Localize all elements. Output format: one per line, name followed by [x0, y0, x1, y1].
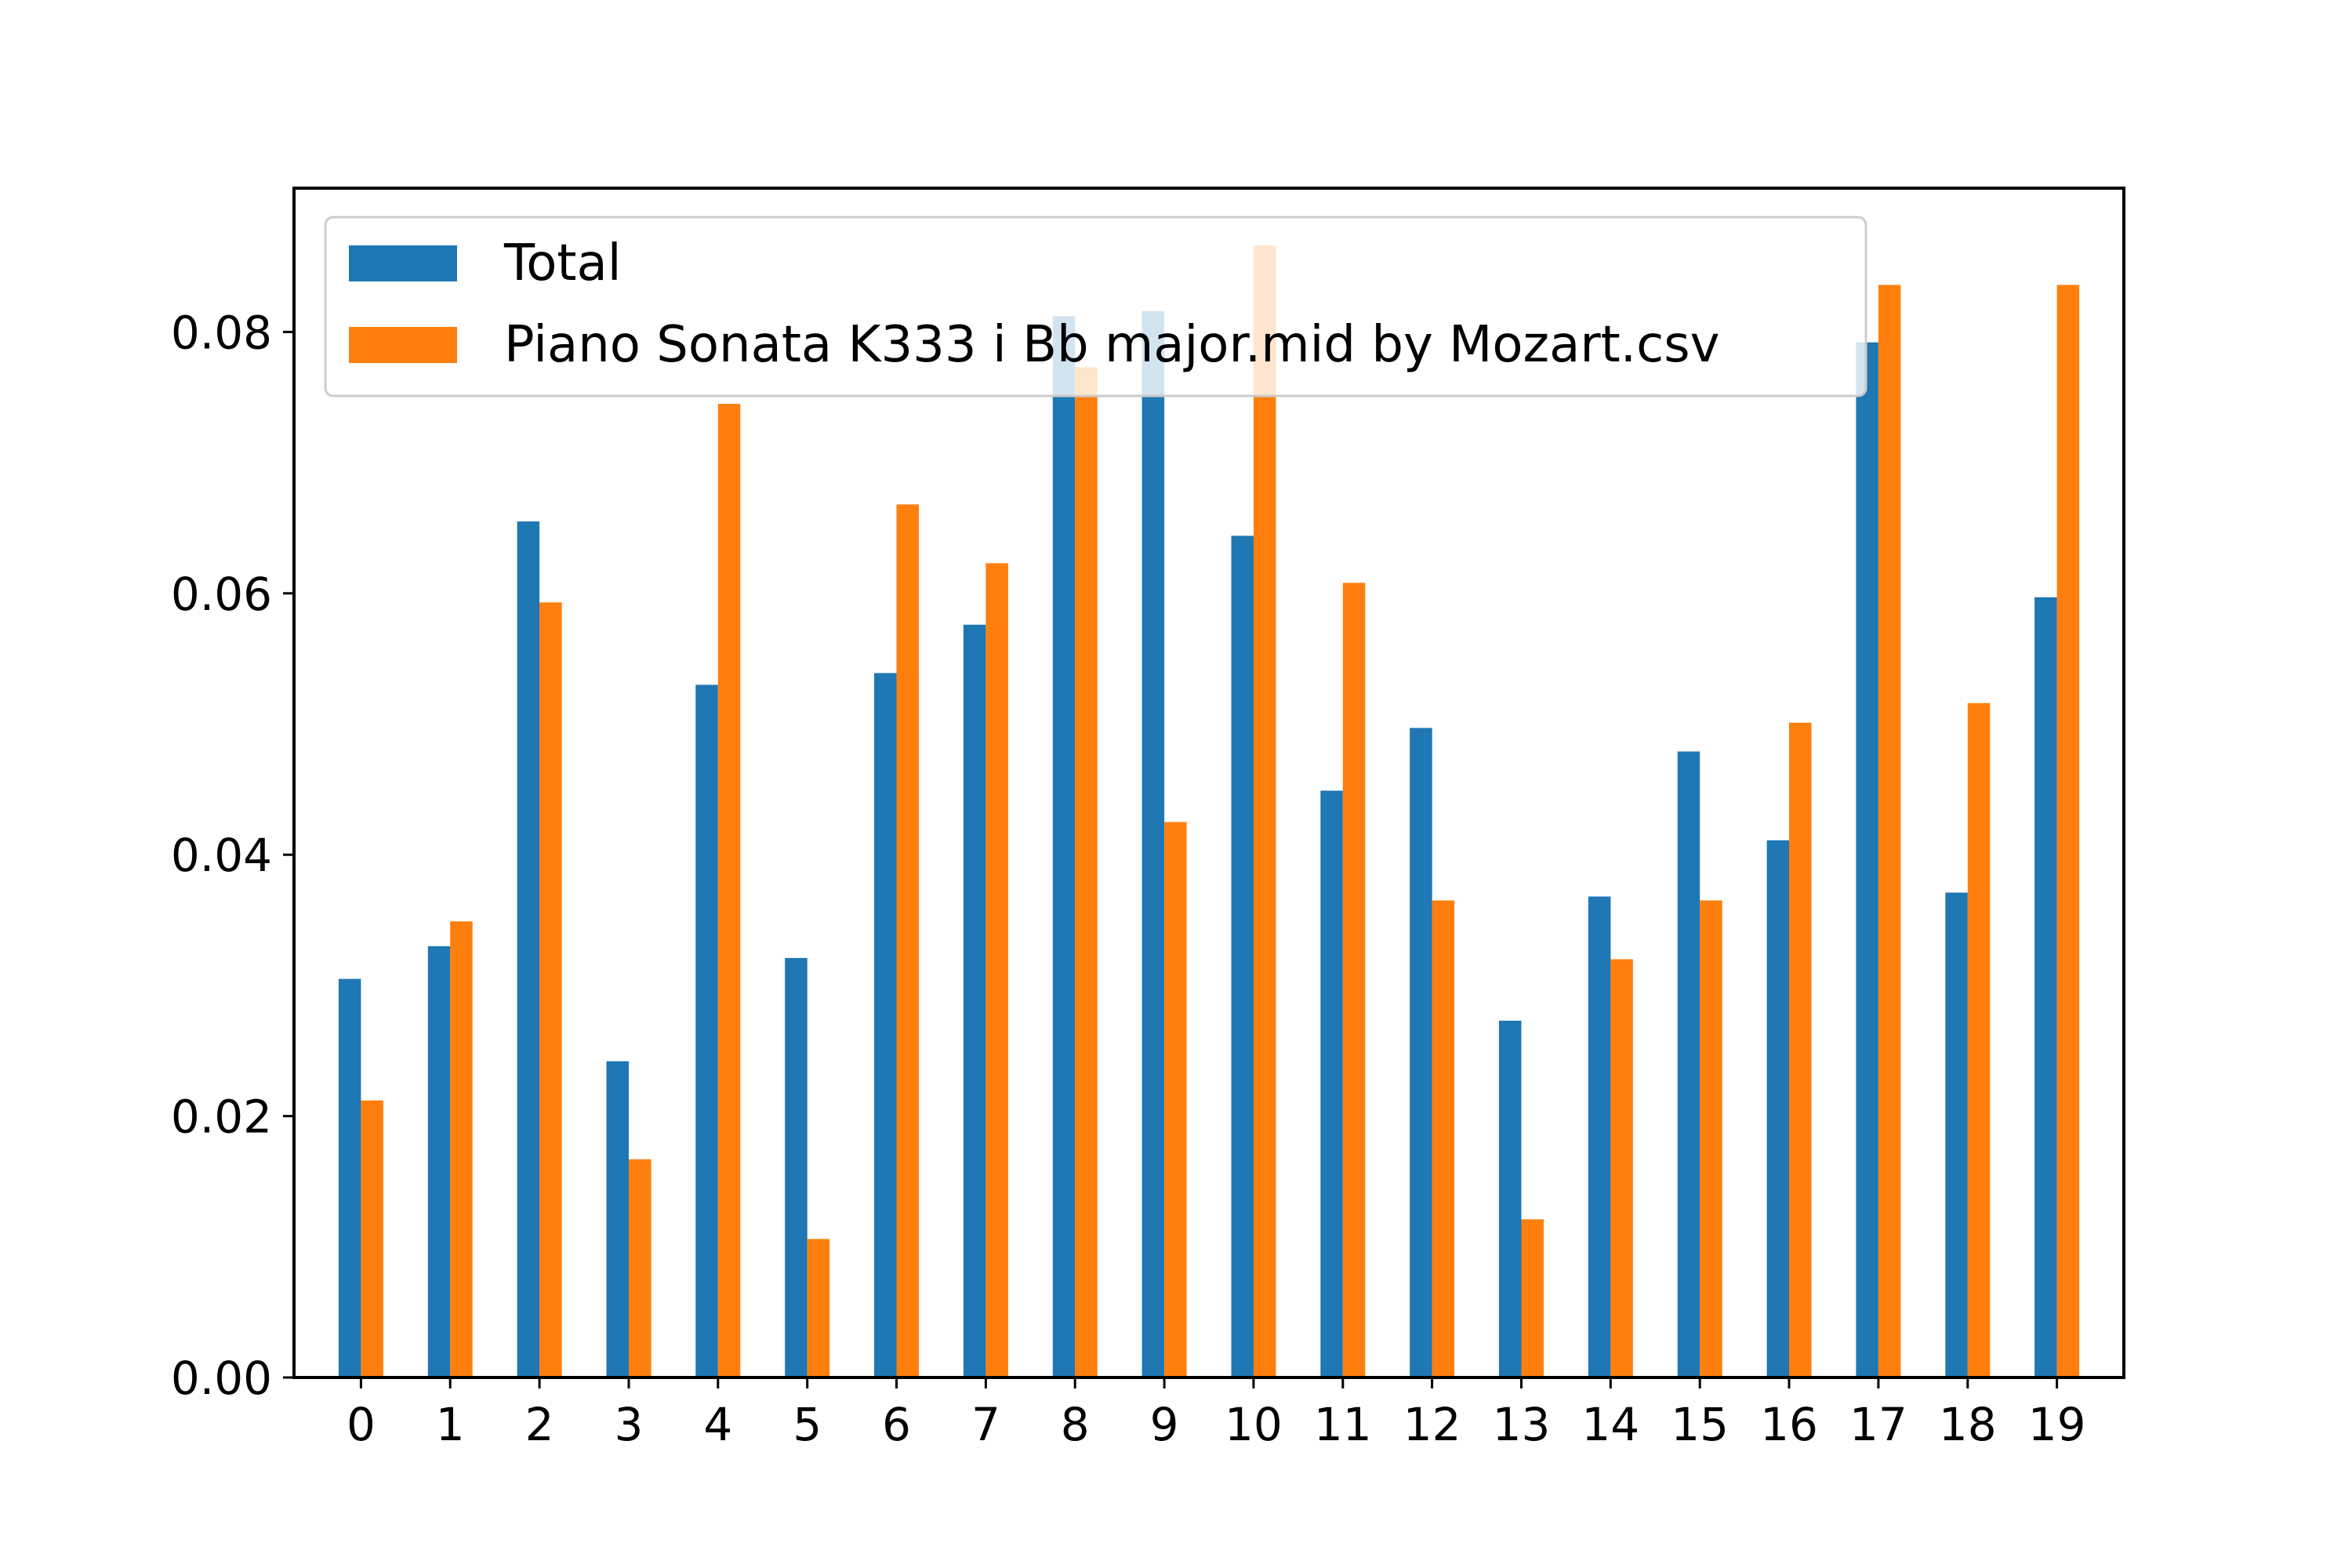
legend-label-series1: Piano Sonata K333 i Bb major.mid by Moza… — [504, 316, 1720, 374]
x-tick-label: 7 — [971, 1398, 1000, 1451]
y-tick-label: 0.06 — [171, 568, 272, 621]
x-tick-label: 12 — [1403, 1398, 1461, 1451]
bar-series0-4 — [695, 684, 718, 1377]
bar-series0-12 — [1410, 728, 1432, 1377]
bar-series1-16 — [1789, 722, 1812, 1377]
bar-series1-6 — [896, 504, 919, 1377]
y-tick-label: 0.02 — [171, 1091, 272, 1144]
bar-series1-10 — [1253, 245, 1276, 1377]
legend-label-series0: Total — [503, 234, 621, 292]
bar-series0-1 — [427, 946, 451, 1377]
y-axis: 0.00 0.02 0.04 0.06 0.08 — [171, 306, 294, 1405]
bar-series0-5 — [785, 957, 808, 1377]
bar-series0-18 — [1945, 892, 1968, 1377]
bar-series0-11 — [1320, 790, 1343, 1377]
bar-series0-2 — [517, 521, 540, 1377]
legend-swatch-series0 — [349, 245, 457, 281]
legend-box — [324, 216, 1867, 397]
plot-frame — [292, 187, 2125, 1379]
bar-series1-19 — [2056, 285, 2080, 1377]
bar-series0-17 — [1856, 342, 1878, 1378]
bar-series1-0 — [361, 1100, 383, 1377]
bar-series1-18 — [1967, 702, 1991, 1377]
legend-swatch-series1 — [349, 327, 457, 363]
bar-series1-11 — [1342, 583, 1366, 1377]
bar-series1-3 — [629, 1159, 652, 1377]
bar-series0-16 — [1766, 840, 1790, 1377]
bar-series0-19 — [2034, 597, 2057, 1377]
x-tick-label: 4 — [703, 1398, 732, 1451]
bar-series0-3 — [606, 1061, 629, 1377]
bar-series0-14 — [1588, 896, 1611, 1377]
y-tick-label: 0.08 — [171, 306, 272, 359]
x-tick-label: 9 — [1150, 1398, 1179, 1451]
bar-series1-17 — [1878, 285, 1901, 1377]
bar-series1-2 — [539, 602, 562, 1377]
x-tick-label: 13 — [1493, 1398, 1551, 1451]
x-tick-label: 17 — [1849, 1398, 1907, 1451]
bar-series0-13 — [1499, 1020, 1522, 1377]
bar-series1-14 — [1610, 959, 1633, 1377]
bar-series1-4 — [717, 404, 741, 1377]
x-tick-label: 16 — [1760, 1398, 1818, 1451]
x-axis: 0 1 2 3 4 5 6 7 8 9 10 11 12 13 14 15 16 17 18 19 — [347, 1377, 2086, 1451]
bar-series0-6 — [874, 673, 897, 1377]
x-tick-label: 11 — [1314, 1398, 1372, 1451]
x-tick-label: 5 — [793, 1398, 822, 1451]
bar-series1-15 — [1700, 900, 1722, 1377]
bar-series0-15 — [1677, 751, 1700, 1377]
bar-series1-5 — [807, 1239, 830, 1377]
x-tick-label: 15 — [1671, 1398, 1729, 1451]
x-tick-label: 3 — [615, 1398, 644, 1451]
bar-series1-13 — [1521, 1219, 1544, 1377]
bar-series1-8 — [1075, 367, 1098, 1377]
bar-series0-9 — [1142, 310, 1165, 1378]
legend: Total Piano Sonata K333 i Bb major.mid by… — [324, 216, 1867, 397]
bar-series1-7 — [985, 563, 1008, 1377]
x-tick-label: 14 — [1581, 1398, 1639, 1451]
bar-series1-12 — [1432, 900, 1455, 1377]
bar-series1-9 — [1164, 822, 1187, 1377]
bar-series0-0 — [338, 978, 361, 1377]
x-tick-label: 10 — [1225, 1398, 1283, 1451]
y-tick-label: 0.04 — [171, 829, 272, 882]
x-tick-label: 8 — [1061, 1398, 1090, 1451]
bar-series0-10 — [1231, 535, 1254, 1377]
bar-series1-1 — [450, 921, 473, 1377]
x-tick-label: 18 — [1939, 1398, 1997, 1451]
bar-series0-8 — [1052, 316, 1076, 1377]
x-tick-label: 0 — [347, 1398, 376, 1451]
x-tick-label: 19 — [2028, 1398, 2086, 1451]
y-tick-label: 0.00 — [171, 1352, 272, 1405]
x-tick-label: 2 — [525, 1398, 554, 1451]
bars-group — [338, 245, 2080, 1378]
x-tick-label: 1 — [436, 1398, 465, 1451]
bar-series0-7 — [963, 624, 986, 1377]
x-tick-label: 6 — [882, 1398, 911, 1451]
